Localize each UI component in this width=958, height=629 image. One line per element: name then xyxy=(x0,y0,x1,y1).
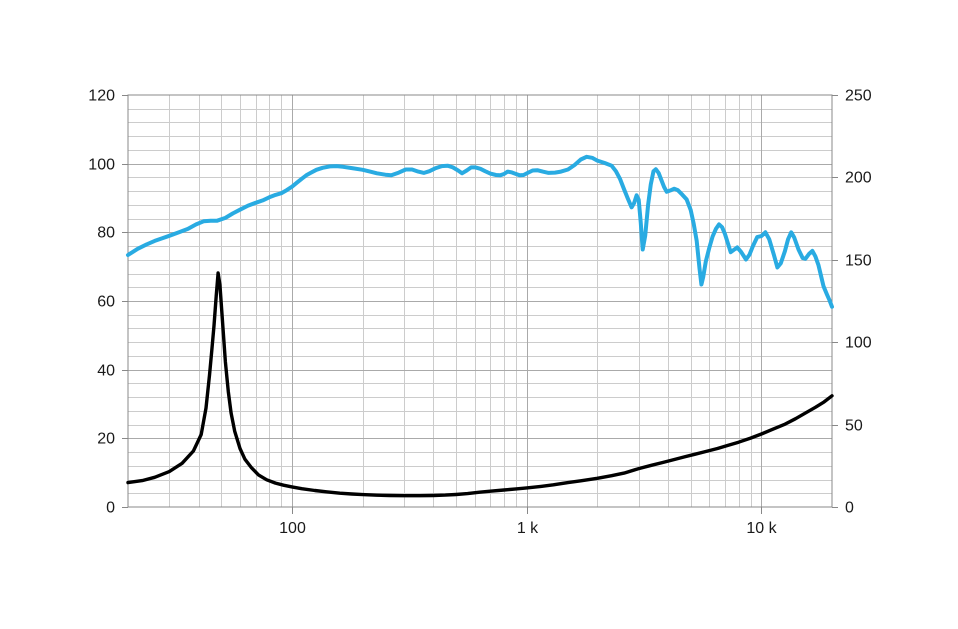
y-right-tick-label: 150 xyxy=(845,253,872,270)
y-left-tick-label: 40 xyxy=(97,363,115,380)
y-left-tick-label: 60 xyxy=(97,294,115,311)
y-right-tick-label: 250 xyxy=(845,88,872,105)
spl-response-curve xyxy=(126,154,834,309)
axis-labels: 0 20 40 60 80 100 120 0 50 100 150 200 250 100 1 k 10 k xyxy=(88,88,872,538)
x-tick-label: 10 k xyxy=(746,520,777,537)
axis-ticks xyxy=(122,95,838,514)
x-tick-label: 100 xyxy=(279,520,306,537)
y-right-tick-label: 100 xyxy=(845,335,872,352)
y-left-tick-label: 80 xyxy=(97,225,115,242)
grid-major xyxy=(128,95,832,507)
y-left-tick-label: 100 xyxy=(88,157,115,174)
y-right-tick-label: 50 xyxy=(845,418,863,435)
y-right-tick-label: 200 xyxy=(845,170,872,187)
x-tick-label: 1 k xyxy=(517,520,539,537)
impedance-curve xyxy=(126,271,834,498)
y-left-tick-label: 0 xyxy=(106,500,115,517)
y-left-tick-label: 20 xyxy=(97,431,115,448)
y-right-tick-label: 0 xyxy=(845,500,854,517)
y-left-tick-label: 120 xyxy=(88,88,115,105)
